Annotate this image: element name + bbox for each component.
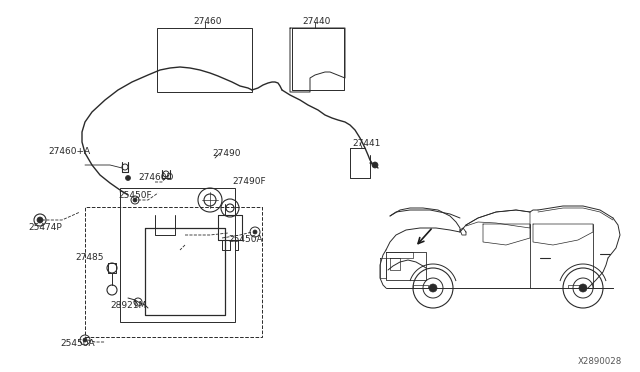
Bar [157, 28, 252, 92]
Circle shape [579, 284, 587, 292]
Text: 27460: 27460 [193, 17, 221, 26]
Text: 27440: 27440 [302, 17, 330, 26]
Text: 27460D: 27460D [138, 173, 173, 183]
Text: 27490: 27490 [212, 148, 241, 157]
Text: 27441: 27441 [352, 138, 380, 148]
Circle shape [125, 176, 131, 180]
Text: 27490F: 27490F [232, 177, 266, 186]
Text: 25450F: 25450F [118, 192, 152, 201]
Text: 28921M: 28921M [110, 301, 147, 310]
Circle shape [372, 162, 378, 168]
Bar [120, 188, 235, 322]
Text: 25474P: 25474P [28, 224, 61, 232]
Circle shape [429, 284, 437, 292]
Circle shape [37, 217, 43, 223]
Text: X2890028: X2890028 [578, 357, 622, 366]
Text: 25450A: 25450A [228, 235, 262, 244]
Circle shape [253, 230, 257, 234]
Circle shape [133, 198, 137, 202]
Text: 27460+A: 27460+A [48, 148, 90, 157]
Circle shape [83, 338, 87, 342]
Text: 25450A: 25450A [60, 339, 95, 347]
Text: 27485: 27485 [75, 253, 104, 263]
Bar [85, 207, 262, 337]
